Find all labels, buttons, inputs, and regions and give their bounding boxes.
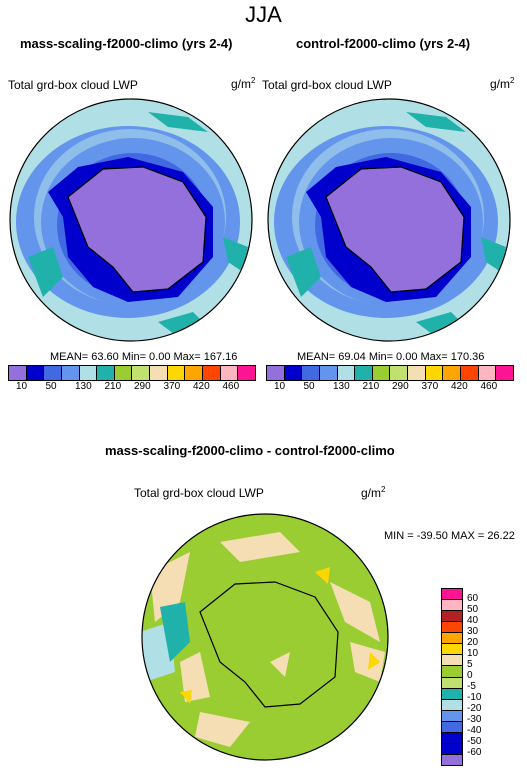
panel2-colorbar-labels: 10 50 130 210 290 370 420 460 bbox=[266, 381, 512, 393]
colorbar-swatch bbox=[442, 699, 462, 711]
colorbar-label: 210 bbox=[362, 381, 380, 392]
panel2-subtitle: Total grd-box cloud LWP bbox=[262, 78, 392, 92]
colorbar-swatch bbox=[238, 366, 255, 380]
diff-stats: MIN = -39.50 MAX = 26.22 bbox=[384, 530, 515, 542]
colorbar-swatch bbox=[319, 366, 338, 380]
colorbar-swatch bbox=[203, 366, 221, 380]
panel1-colorbar-labels: 10 50 130 210 290 370 420 460 bbox=[8, 381, 254, 393]
colorbar-swatch bbox=[114, 366, 133, 380]
colorbar-label: 50 bbox=[303, 381, 315, 392]
colorbar-swatch bbox=[355, 366, 373, 380]
colorbar-swatch bbox=[167, 366, 186, 380]
colorbar-swatch bbox=[132, 366, 151, 380]
colorbar-label: 130 bbox=[75, 381, 92, 392]
colorbar-label: -30 bbox=[467, 714, 482, 725]
colorbar-swatch bbox=[443, 366, 462, 380]
colorbar-swatch bbox=[442, 666, 462, 678]
colorbar-swatch bbox=[442, 710, 462, 722]
colorbar-swatch bbox=[442, 721, 462, 733]
colorbar-label: -20 bbox=[467, 703, 482, 714]
diff-map bbox=[141, 513, 389, 761]
colorbar-label: 460 bbox=[480, 381, 498, 392]
colorbar-label: 50 bbox=[45, 381, 57, 392]
colorbar-swatch bbox=[408, 366, 426, 380]
diff-title: mass-scaling-f2000-climo - control-f2000… bbox=[105, 443, 395, 458]
colorbar-swatch bbox=[442, 688, 462, 700]
colorbar-swatch bbox=[284, 366, 303, 380]
colorbar-swatch bbox=[185, 366, 204, 380]
colorbar-label: 40 bbox=[467, 615, 479, 626]
colorbar-swatch bbox=[425, 366, 444, 380]
colorbar-swatch bbox=[302, 366, 320, 380]
colorbar-label: 50 bbox=[467, 604, 479, 615]
season-title: JJA bbox=[245, 2, 282, 27]
colorbar-swatch bbox=[442, 754, 462, 765]
colorbar-swatch bbox=[442, 622, 462, 634]
diff-colorbar bbox=[441, 588, 463, 766]
colorbar-swatch bbox=[442, 589, 462, 601]
colorbar-label: 420 bbox=[193, 381, 210, 392]
colorbar-swatch bbox=[461, 366, 479, 380]
colorbar-label: -60 bbox=[467, 747, 482, 758]
colorbar-swatch bbox=[44, 366, 62, 380]
colorbar-label: 460 bbox=[222, 381, 240, 392]
colorbar-label: 30 bbox=[467, 626, 479, 637]
panel1-title: mass-scaling-f2000-climo (yrs 2-4) bbox=[20, 36, 233, 51]
panel2-units: g/m2 bbox=[490, 76, 515, 91]
panel2-stats: MEAN= 69.04 Min= 0.00 Max= 170.36 bbox=[297, 351, 485, 363]
colorbar-label: 130 bbox=[333, 381, 350, 392]
colorbar-label: 290 bbox=[392, 381, 409, 392]
panel1-subtitle: Total grd-box cloud LWP bbox=[8, 78, 138, 92]
colorbar-swatch bbox=[150, 366, 168, 380]
diff-colorbar-labels: 60 50 40 30 20 10 5 0 -5 -10 -20 -30 -40 -50 -60 bbox=[467, 588, 507, 764]
panel2-map bbox=[267, 98, 511, 342]
colorbar-swatch bbox=[26, 366, 45, 380]
colorbar-swatch bbox=[372, 366, 391, 380]
colorbar-label: 0 bbox=[467, 670, 473, 681]
panel1-colorbar bbox=[8, 365, 256, 381]
panel1-stats: MEAN= 63.60 Min= 0.00 Max= 167.16 bbox=[50, 351, 238, 363]
colorbar-swatch bbox=[442, 655, 462, 667]
colorbar-label: 5 bbox=[467, 659, 473, 670]
panel1-map bbox=[9, 98, 253, 342]
colorbar-swatch bbox=[220, 366, 239, 380]
colorbar-label: 60 bbox=[467, 593, 479, 604]
colorbar-swatch bbox=[337, 366, 356, 380]
colorbar-swatch bbox=[442, 732, 462, 744]
colorbar-label: -40 bbox=[467, 725, 482, 736]
colorbar-swatch bbox=[442, 743, 462, 755]
panel2-colorbar bbox=[266, 365, 514, 381]
colorbar-swatch bbox=[442, 644, 462, 656]
colorbar-swatch bbox=[61, 366, 80, 380]
colorbar-swatch bbox=[442, 600, 462, 612]
colorbar-swatch bbox=[9, 366, 27, 380]
panel1-units: g/m2 bbox=[231, 76, 256, 91]
colorbar-swatch bbox=[79, 366, 98, 380]
colorbar-swatch bbox=[97, 366, 115, 380]
colorbar-label: -5 bbox=[467, 681, 476, 692]
colorbar-label: 10 bbox=[467, 648, 479, 659]
colorbar-label: 20 bbox=[467, 637, 479, 648]
diff-units: g/m2 bbox=[361, 485, 386, 500]
colorbar-swatch bbox=[442, 611, 462, 623]
colorbar-swatch bbox=[442, 633, 462, 645]
colorbar-label: 420 bbox=[451, 381, 468, 392]
colorbar-swatch bbox=[478, 366, 497, 380]
colorbar-label: 210 bbox=[104, 381, 122, 392]
colorbar-label: 370 bbox=[421, 381, 439, 392]
colorbar-label: 370 bbox=[163, 381, 181, 392]
colorbar-swatch bbox=[267, 366, 285, 380]
diff-subtitle: Total grd-box cloud LWP bbox=[134, 486, 264, 500]
colorbar-label: 10 bbox=[274, 381, 286, 392]
panel2-title: control-f2000-climo (yrs 2-4) bbox=[296, 36, 471, 51]
colorbar-label: 290 bbox=[134, 381, 151, 392]
colorbar-swatch bbox=[496, 366, 513, 380]
colorbar-label: -50 bbox=[467, 736, 482, 747]
colorbar-label: -10 bbox=[467, 692, 482, 703]
colorbar-swatch bbox=[442, 677, 462, 689]
colorbar-swatch bbox=[390, 366, 409, 380]
colorbar-label: 10 bbox=[16, 381, 28, 392]
